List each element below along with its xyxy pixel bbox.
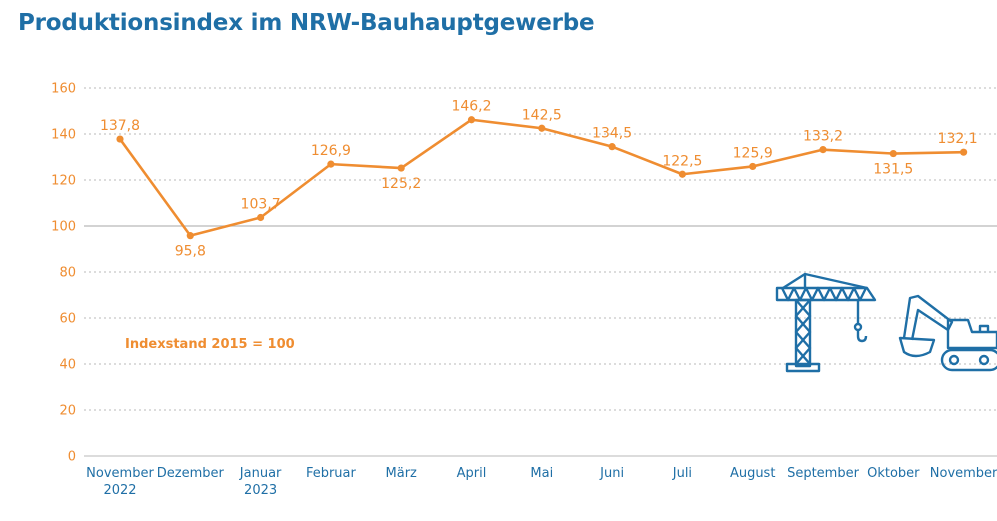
data-label: 131,5 [873, 162, 913, 178]
y-tick-label: 40 [59, 358, 76, 373]
data-point [819, 146, 827, 154]
y-tick-label: 140 [51, 128, 76, 143]
data-point [678, 170, 687, 178]
data-label: 146,2 [451, 99, 491, 115]
x-tick-label: Januar 2023 [239, 466, 282, 498]
data-point [257, 213, 265, 222]
data-point [960, 148, 968, 156]
x-tick-label: März [386, 466, 418, 481]
data-label: 134,5 [592, 126, 632, 142]
chart-title: Produktionsindex im NRW-Bauhauptgewerbe [18, 10, 595, 36]
data-labels: 137,8 95,8 103,7 126,9 125,2 146,2 142,5 134,5 1… [100, 99, 978, 260]
data-label: 125,9 [733, 145, 773, 161]
data-label: 122,5 [662, 153, 702, 169]
y-tick-label: 100 [51, 220, 76, 235]
x-tick-label: Juli [672, 466, 692, 481]
data-label: 95,8 [175, 244, 206, 260]
data-point [749, 162, 757, 171]
data-point [327, 160, 335, 168]
data-point [467, 116, 476, 124]
y-tick-label: 60 [59, 312, 76, 327]
y-tick-label: 120 [51, 174, 76, 189]
data-points [116, 116, 968, 240]
data-label: 142,5 [522, 107, 562, 123]
grid-lines [84, 87, 997, 457]
x-tick-label: November 2022 [86, 466, 154, 498]
data-point [608, 143, 616, 151]
index-base-annotation: Indexstand 2015 = 100 [125, 337, 295, 352]
data-label: 103,7 [241, 196, 281, 212]
data-point [116, 135, 124, 143]
data-label: 126,9 [311, 143, 351, 159]
y-tick-label: 0 [68, 450, 76, 465]
data-point [397, 164, 405, 172]
x-tick-label: August [730, 466, 776, 481]
data-label: 137,8 [100, 118, 140, 134]
x-tick-label: Dezember [157, 466, 225, 481]
data-label: 132,1 [938, 131, 978, 147]
y-axis-ticks: 0 20 40 60 80 100 120 140 160 [51, 82, 76, 465]
x-tick-label: September [787, 466, 860, 481]
x-tick-label: Oktober [867, 466, 920, 481]
data-label: 133,2 [803, 129, 843, 145]
y-tick-label: 20 [59, 404, 76, 419]
y-tick-label: 160 [51, 82, 76, 97]
x-tick-label: Mai [530, 466, 553, 481]
data-point [889, 149, 897, 158]
x-tick-label: November [930, 466, 997, 481]
excavator-icon [898, 294, 997, 372]
data-label: 125,2 [381, 176, 421, 192]
data-point [186, 232, 194, 240]
y-tick-label: 80 [59, 266, 76, 281]
x-tick-label: Februar [306, 466, 357, 481]
x-tick-label: Juni [599, 466, 624, 481]
data-point [538, 124, 546, 132]
x-tick-label: April [457, 466, 487, 481]
crane-icon [775, 272, 877, 373]
